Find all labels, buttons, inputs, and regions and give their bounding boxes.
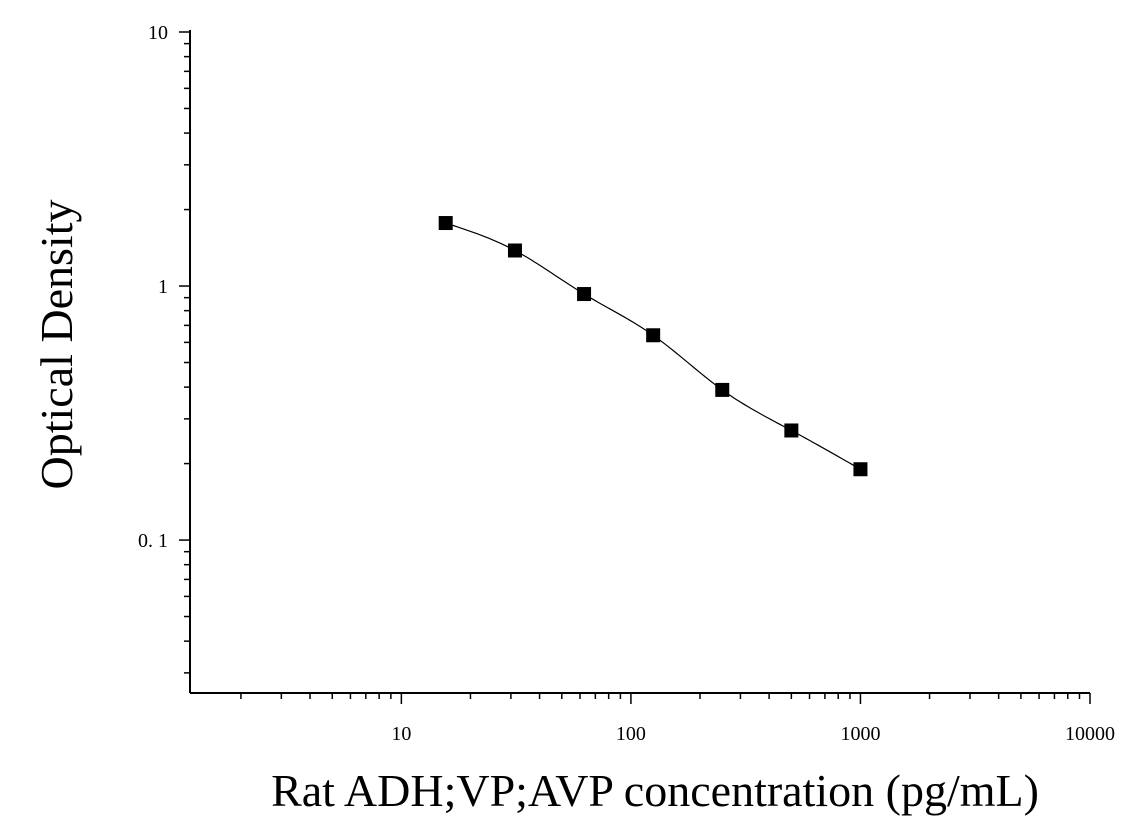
x-tick-label: 10000 [1065,723,1115,745]
y-tick-label: 1 [158,276,168,298]
data-point-marker [646,328,661,343]
data-point-marker [438,216,453,231]
data-point-marker [715,382,730,397]
x-tick-label: 1000 [840,723,880,745]
y-tick-label: 0. 1 [138,530,168,552]
axes [179,30,1091,704]
x-tick-label: 10 [391,723,411,745]
x-tick-label: 100 [616,723,646,745]
data-point-marker [577,287,592,302]
data-point-marker [853,462,868,477]
y-tick-label: 10 [148,22,168,44]
data-point-marker [784,423,799,438]
x-axis-title: Rat ADH;VP;AVP concentration (pg/mL) [271,765,1039,816]
y-axis-title: Optical Density [31,200,82,490]
data-points [438,216,868,477]
axis-labels: 10 100 1000 10000 0. 1 1 10 Rat ADH;VP;AVP conc… [31,22,1115,816]
data-point-marker [507,243,522,258]
